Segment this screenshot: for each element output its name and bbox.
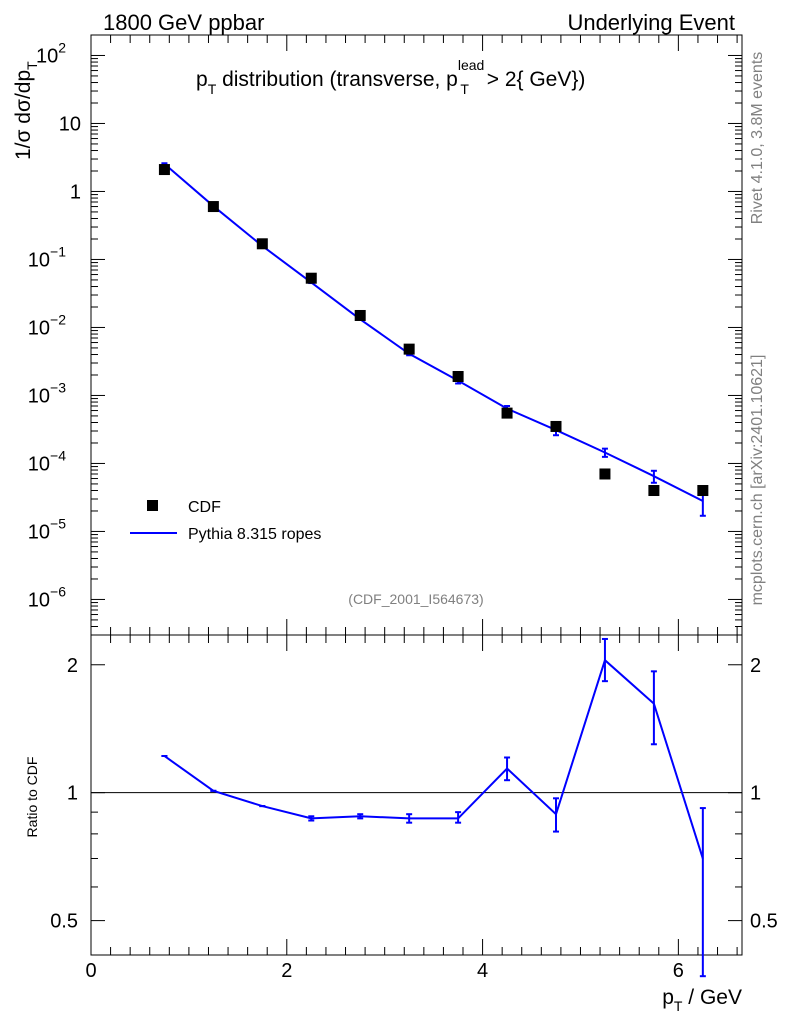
ratio-frame — [90, 634, 743, 956]
ratio-y-tick-label: 0.5 — [50, 911, 78, 933]
y-tick-label: 10−5 — [28, 515, 66, 543]
plot-title: pT distribution (transverse, plead T > 2{… — [196, 57, 585, 97]
ratio-y-tick-label: 1 — [67, 783, 78, 805]
x-tick-label: 2 — [281, 960, 292, 982]
ratio-y-tick-label: 2 — [67, 655, 78, 677]
data-point — [501, 407, 513, 419]
x-tick-label: 6 — [673, 960, 684, 982]
y-tick-label: 10−3 — [28, 379, 66, 407]
header-left: 1800 GeV ppbar — [103, 10, 264, 35]
data-point — [648, 485, 660, 497]
side-label-mcplots: mcplots.cern.ch [arXiv:2401.10621] — [749, 355, 766, 606]
x-axis-label: pT / GeV — [662, 986, 742, 1014]
header-right: Underlying Event — [567, 10, 735, 35]
legend-label-cdf: CDF — [188, 499, 221, 516]
y-tick-label: 102 — [36, 39, 66, 67]
main-frame — [90, 34, 743, 636]
side-label-rivet: Rivet 4.1.0, 3.8M events — [749, 52, 766, 225]
analysis-id: (CDF_2001_I564673) — [348, 591, 483, 607]
data-point — [550, 420, 562, 432]
ratio-line — [163, 658, 704, 859]
data-point — [452, 371, 464, 383]
y-tick-label: 10−2 — [28, 311, 66, 339]
y-tick-label: 10−6 — [28, 583, 66, 611]
ratio-y-tick-label-right: 0.5 — [750, 911, 778, 933]
y-tick-label: 10 — [59, 113, 81, 135]
data-point — [207, 201, 219, 213]
y-tick-label: 10−1 — [28, 243, 66, 271]
ratio-y-tick-label-right: 2 — [750, 655, 761, 677]
data-point — [256, 238, 268, 250]
legend-label-mc: Pythia 8.315 ropes — [188, 526, 321, 543]
x-tick-label: 0 — [85, 960, 96, 982]
data-point — [599, 468, 611, 480]
ratio-y-tick-label-right: 1 — [750, 783, 761, 805]
ratio-y-label: Ratio to CDF — [24, 757, 40, 838]
y-axis-label: 1/σ dσ/dpT — [12, 61, 40, 160]
y-tick-label: 1 — [70, 181, 81, 203]
mc-line — [163, 163, 704, 502]
data-point — [354, 309, 366, 321]
data-point — [697, 485, 709, 497]
data-point — [158, 164, 170, 176]
data-point — [305, 272, 317, 284]
data-point — [403, 343, 415, 355]
x-tick-label: 4 — [477, 960, 488, 982]
legend-marker-cdf — [147, 500, 158, 511]
y-tick-label: 10−4 — [28, 447, 66, 475]
